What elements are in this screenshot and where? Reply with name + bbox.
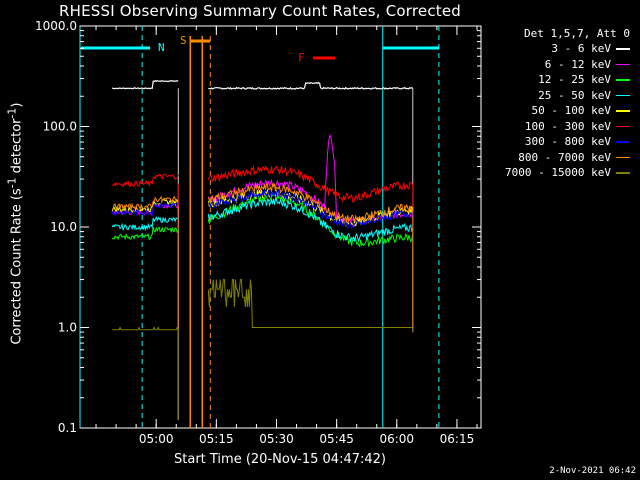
night-marker-label: N <box>158 41 165 54</box>
legend-swatch <box>616 79 630 81</box>
saa-marker-label: S <box>180 34 187 47</box>
chart-title: RHESSI Observing Summary Count Rates, Co… <box>58 2 461 20</box>
legend-swatch <box>616 141 630 143</box>
series-line-7 <box>112 182 414 224</box>
legend-swatch <box>616 63 630 65</box>
legend-item: 6 - 12 keV <box>505 57 630 73</box>
series-line-1 <box>111 134 414 227</box>
legend-item: 100 - 300 keV <box>505 119 630 135</box>
series-line-3 <box>111 197 414 243</box>
legend-item: 25 - 50 keV <box>505 88 630 104</box>
x-tick-label: 05:30 <box>259 432 294 446</box>
legend-swatch <box>616 48 630 50</box>
legend-item: 12 - 25 keV <box>505 72 630 88</box>
legend-item: 7000 - 15000 keV <box>505 165 630 181</box>
legend-swatch <box>616 172 630 174</box>
series-line-6 <box>111 188 414 230</box>
legend-swatch <box>616 110 630 112</box>
legend-swatch <box>616 94 630 96</box>
flare-marker-label: F <box>298 51 305 64</box>
x-axis-label: Start Time (20-Nov-15 04:47:42) <box>174 452 386 467</box>
legend-item-label: 7000 - 15000 keV <box>505 166 611 179</box>
plot-frame <box>79 25 482 429</box>
series-line-8 <box>112 279 413 331</box>
x-tick-label: 06:00 <box>379 432 414 446</box>
legend-item-label: 12 - 25 keV <box>538 73 611 86</box>
legend-item-label: 300 - 800 keV <box>524 135 611 148</box>
legend-header: Det 1,5,7, Att 0 <box>524 27 630 40</box>
legend-item: 800 - 7000 keV <box>505 150 630 166</box>
y-tick-label: 0.1 <box>58 421 77 435</box>
legend-item-label: 800 - 7000 keV <box>518 150 611 164</box>
legend: Det 1,5,7, Att 0 3 - 6 keV 6 - 12 keV 12 -… <box>505 26 630 181</box>
legend-item: 3 - 6 keV <box>505 41 630 57</box>
legend-item: 300 - 800 keV <box>505 134 630 150</box>
x-tick-label: 05:45 <box>319 432 354 446</box>
series-line-0 <box>112 79 413 90</box>
legend-item-label: 50 - 100 keV <box>531 104 611 117</box>
legend-swatch <box>616 125 630 127</box>
y-axis-label: Corrected Count Rate (s-1 detector-1) <box>5 102 25 345</box>
legend-item: 50 - 100 keV <box>505 103 630 119</box>
y-tick-label: 1000.0 <box>35 19 77 33</box>
legend-item-label: 25 - 50 keV <box>538 88 611 102</box>
series-line-5 <box>111 164 414 203</box>
legend-swatch <box>616 156 630 158</box>
x-tick-label: 05:00 <box>139 432 174 446</box>
y-tick-label: 100.0 <box>43 120 77 134</box>
legend-item-label: 3 - 6 keV <box>551 42 611 55</box>
x-tick-label: 06:15 <box>440 432 475 446</box>
x-tick-label: 05:15 <box>199 432 234 446</box>
legend-item-label: 100 - 300 keV <box>524 119 611 133</box>
y-tick-label: 10.0 <box>50 220 77 234</box>
y-tick-label: 1.0 <box>58 321 77 335</box>
timestamp: 2-Nov-2021 06:42 <box>549 466 636 476</box>
legend-item-label: 6 - 12 keV <box>544 57 611 71</box>
